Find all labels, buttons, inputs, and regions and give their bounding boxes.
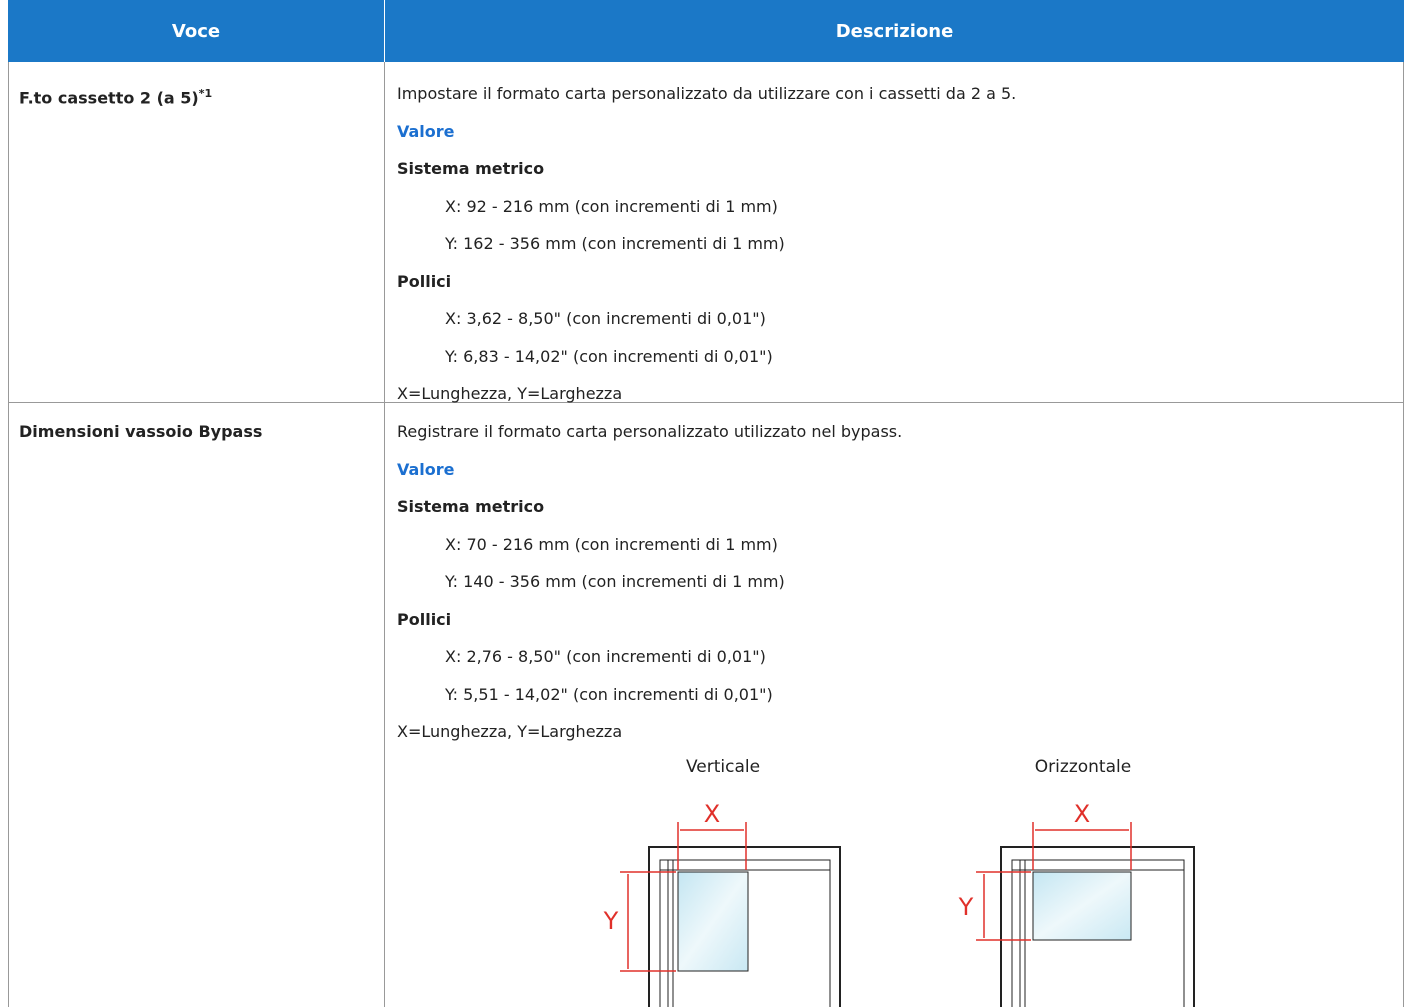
group-title: Pollici — [397, 271, 452, 291]
group-title: Sistema metrico — [397, 159, 545, 178]
description: Impostare il formato carta personalizzat… — [397, 84, 1017, 103]
group-title: Sistema metrico — [397, 497, 545, 516]
dimension-label: X — [704, 800, 720, 828]
scanner-vertical — [648, 846, 841, 1007]
item-text: F.to cassetto 2 (a 5) — [19, 88, 199, 108]
dimension-label: Y — [603, 907, 619, 935]
paper — [677, 871, 749, 972]
header-cell: Voce — [8, 0, 384, 62]
range-line: Y: 140 - 356 mm (con incrementi di 1 mm) — [445, 572, 785, 591]
dimension-label: Y — [958, 893, 974, 921]
item-text: Dimensioni vassoio Bypass — [19, 422, 263, 441]
dimension-label: X — [1074, 800, 1090, 828]
diagram-caption: Verticale — [686, 757, 760, 777]
group-title: Pollici — [397, 609, 452, 629]
note: X=Lunghezza, Y=Larghezza — [397, 384, 623, 403]
note: X=Lunghezza, Y=Larghezza — [397, 722, 623, 741]
range-line: X: 2,76 - 8,50" (con incrementi di 0,01"… — [445, 647, 766, 666]
range-line: X: 70 - 216 mm (con incrementi di 1 mm) — [445, 534, 778, 554]
value-heading: Valore — [397, 459, 455, 479]
scanner-horizontal — [1000, 846, 1195, 1007]
range-line: Y: 162 - 356 mm (con incrementi di 1 mm) — [445, 234, 785, 253]
header-cell: Descrizione — [385, 0, 1404, 62]
border — [8, 402, 1404, 403]
range-line: X: 3,62 - 8,50" (con incrementi di 0,01"… — [445, 309, 766, 328]
item-label: Dimensioni vassoio Bypass — [19, 422, 262, 442]
dimension-arrows — [976, 822, 1132, 941]
diagram-caption: Orizzontale — [1035, 757, 1131, 777]
value-heading: Valore — [397, 121, 455, 141]
description: Registrare il formato carta personalizza… — [397, 422, 903, 441]
border — [384, 62, 385, 1007]
paper — [1032, 871, 1132, 941]
border — [8, 62, 9, 1007]
range-line: Y: 6,83 - 14,02" (con incrementi di 0,01… — [445, 346, 773, 366]
footnote-ref: *1 — [198, 87, 213, 100]
range-line: X: 92 - 216 mm (con incrementi di 1 mm) — [445, 196, 778, 216]
dimension-arrows — [620, 822, 747, 972]
range-line: Y: 5,51 - 14,02" (con incrementi di 0,01… — [445, 684, 773, 704]
item-label: F.to cassetto 2 (a 5)*1 — [19, 84, 212, 108]
